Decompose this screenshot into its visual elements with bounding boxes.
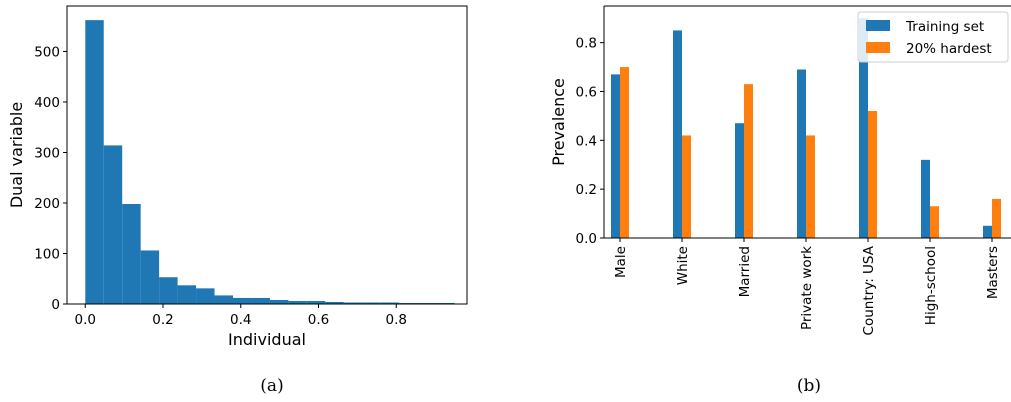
x-tick-label: White [675, 246, 691, 285]
histogram-bar [232, 297, 252, 304]
histogram-bar [306, 300, 326, 304]
histogram-bar [177, 285, 197, 304]
bar-training-set [983, 225, 992, 238]
legend-box [857, 11, 1009, 63]
histogram-bar [196, 288, 215, 304]
histogram-bar [159, 277, 178, 304]
histogram-bar [436, 302, 455, 304]
y-tick-label: 0.8 [576, 36, 597, 52]
histogram-bar [343, 302, 363, 304]
bar-20-hardest [992, 198, 1001, 238]
bar-20-hardest [806, 135, 815, 238]
panel-caption: (b) [797, 376, 821, 396]
histogram-bar [140, 250, 160, 304]
histogram-bar [380, 302, 400, 304]
bar-20-hardest [930, 206, 939, 238]
x-tick-label: 0.6 [308, 312, 329, 328]
legend-swatch [866, 20, 890, 31]
bar-training-set [859, 18, 868, 238]
legend-swatch [866, 42, 890, 53]
grouped-bar-panel: Male White Married Private work Country: USA… [549, 5, 1011, 396]
x-tick-label: 0.8 [386, 312, 407, 328]
y-tick-label: 0 [51, 297, 60, 313]
y-tick-label: 200 [34, 196, 60, 212]
y-axis-label: Dual variable [7, 102, 26, 208]
x-axis-ticks: 0.0 0.2 0.4 0.6 0.8 [75, 304, 407, 328]
histogram-bar [399, 302, 418, 304]
legend-label: Training set [905, 19, 984, 35]
histogram-bar [362, 302, 381, 304]
histogram-bar [269, 299, 289, 304]
bar-training-set [921, 159, 930, 238]
bar-training-set [673, 30, 682, 239]
x-tick-label: 0.4 [230, 312, 251, 328]
y-axis-ticks: 0.0 0.2 0.4 0.6 0.8 [576, 36, 604, 247]
grouped-bars [611, 18, 1001, 239]
y-axis-ticks: 0 100 200 300 400 500 [34, 44, 67, 313]
y-tick-label: 500 [34, 44, 60, 60]
histogram-bar [122, 203, 141, 304]
histogram-bar [325, 301, 344, 304]
histogram-panel: 0.0 0.2 0.4 0.6 0.8 0 100 200 300 400 500 Individ… [7, 5, 468, 396]
bar-training-set [611, 74, 620, 239]
histogram-bar [85, 20, 104, 305]
x-tick-label: Country: USA [861, 245, 877, 335]
bar-20-hardest [682, 135, 691, 238]
bar-20-hardest [620, 67, 629, 238]
x-tick-label: High-school [923, 246, 939, 325]
histogram-bar [417, 302, 437, 304]
y-axis-label: Prevalence [549, 78, 568, 166]
histogram-bar [288, 300, 307, 304]
x-tick-label: 0.0 [75, 312, 96, 328]
bar-training-set [797, 69, 806, 238]
panel-caption: (a) [260, 376, 283, 396]
x-axis-label: Individual [228, 330, 306, 349]
x-tick-label: Married [737, 246, 753, 297]
y-tick-label: 0.4 [576, 133, 597, 149]
plot-frame [66, 5, 468, 305]
legend: Training set 20% hardest [857, 11, 1009, 63]
y-tick-label: 400 [34, 95, 60, 111]
y-tick-label: 0.2 [576, 182, 597, 198]
histogram-bar [103, 145, 123, 304]
x-tick-label: 0.2 [152, 312, 173, 328]
y-tick-label: 0.6 [576, 84, 597, 100]
x-tick-label: Private work [799, 246, 815, 330]
histogram-bar [251, 297, 270, 304]
x-tick-label: Masters [985, 246, 1001, 299]
bar-20-hardest [744, 84, 753, 238]
x-axis-ticks: Male White Married Private work Country: USA… [613, 238, 1001, 335]
legend-label: 20% hardest [906, 41, 992, 57]
histogram-bars [85, 20, 455, 305]
histogram-bar [214, 295, 233, 304]
bar-training-set [735, 123, 744, 238]
y-tick-label: 100 [34, 246, 60, 262]
y-tick-label: 300 [34, 145, 60, 161]
x-tick-label: Male [613, 246, 629, 278]
y-tick-label: 0.0 [576, 231, 597, 247]
bar-20-hardest [868, 111, 877, 238]
